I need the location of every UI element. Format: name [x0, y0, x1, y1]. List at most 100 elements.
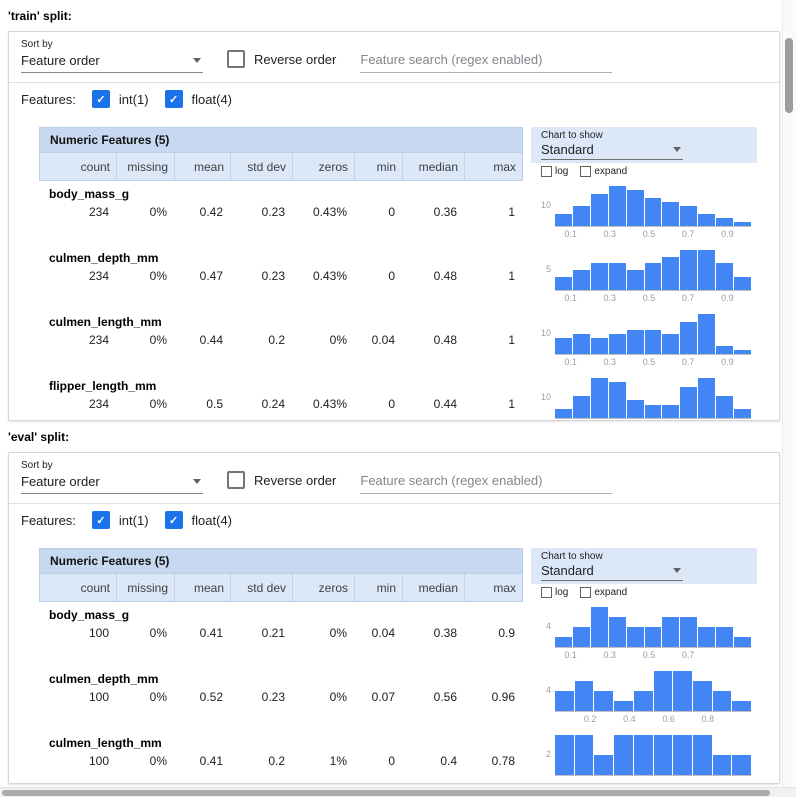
stat-value: 0.48: [433, 333, 457, 347]
reverse-order-checkbox[interactable]: Reverse order: [227, 471, 336, 494]
chart-type-dropdown[interactable]: Standard: [541, 141, 683, 160]
histogram-bar: [555, 214, 572, 226]
filter-int-checkbox[interactable]: int(1): [91, 511, 149, 529]
histogram-bar: [572, 334, 590, 354]
histogram-bar: [594, 755, 614, 775]
histogram-bars: [555, 604, 751, 648]
sort-by-dropdown[interactable]: Feature order: [21, 471, 203, 494]
log-checkbox[interactable]: log: [541, 166, 568, 177]
stat-value: 0.2: [268, 333, 285, 347]
feature-values: 234 0% 0.44 0.2 0% 0.04 0.48 1: [39, 333, 523, 347]
feature-name: culmen_depth_mm: [49, 251, 159, 265]
histogram-bar: [732, 755, 752, 775]
histogram-bar: [574, 681, 594, 711]
histogram-bar: [662, 334, 680, 354]
feature-name: body_mass_g: [49, 187, 130, 201]
histogram-bar: [644, 330, 662, 354]
chart-to-show-controls: Chart to show Standard: [531, 127, 757, 163]
sort-by-label: Sort by: [21, 39, 53, 50]
train-split-section: 'train' split: Sort by Feature order Rev…: [0, 0, 796, 421]
stats-header: Numeric Features (5) count missing mean std…: [39, 548, 523, 602]
column-header: std dev: [230, 574, 292, 601]
expand-label: expand: [594, 587, 628, 598]
scrollbar-thumb[interactable]: [2, 790, 770, 796]
expand-checkbox[interactable]: expand: [580, 166, 627, 177]
histogram-chart: 10: [531, 311, 759, 355]
histogram-bar: [680, 387, 698, 418]
stat-value: 1: [508, 269, 515, 283]
stat-value: 234: [88, 269, 109, 283]
histogram-bar: [555, 409, 572, 418]
numeric-features-table: Numeric Features (5) count missing mean std…: [39, 127, 779, 420]
features-label: Features:: [21, 91, 76, 107]
x-axis-tick: 0.3: [603, 650, 617, 660]
histogram-bar: [698, 250, 716, 290]
chevron-down-icon: [193, 479, 201, 484]
stat-value: 0%: [149, 205, 167, 219]
y-axis-tick: 4: [545, 685, 551, 695]
filter-float-label: float(4): [191, 91, 233, 107]
chart-type-dropdown[interactable]: Standard: [541, 562, 683, 581]
chart-to-show-label: Chart to show: [541, 130, 603, 141]
feature-stats-row: culmen_depth_mm 100 0% 0.52 0.23 0% 0.07 0.56 0.…: [39, 666, 523, 730]
x-axis-tick: 0.1: [564, 357, 577, 367]
feature-stats-row: culmen_length_mm 100 0% 0.41 0.2 1% 0 0.4 0.78: [39, 730, 523, 783]
histogram-bars: [555, 183, 751, 227]
histogram-bar: [716, 396, 734, 418]
reverse-order-label: Reverse order: [254, 51, 337, 67]
vertical-scrollbar[interactable]: [782, 0, 796, 787]
feature-search-input[interactable]: [360, 49, 613, 73]
features-label: Features:: [21, 512, 76, 528]
stat-value: 0.43%: [312, 397, 347, 411]
stat-value: 0.24: [261, 397, 285, 411]
stat-value: 0.04: [371, 333, 395, 347]
sort-by-dropdown[interactable]: Feature order: [21, 50, 203, 73]
stat-value: 0%: [329, 626, 347, 640]
histogram-bar: [626, 270, 644, 290]
stat-value: 0.41: [199, 626, 223, 640]
feature-values: 234 0% 0.5 0.24 0.43% 0 0.44 1: [39, 397, 523, 411]
feature-values: 100 0% 0.41 0.2 1% 0 0.4 0.78: [39, 754, 523, 768]
expand-checkbox[interactable]: expand: [580, 587, 627, 598]
stat-value: 0: [388, 397, 395, 411]
stat-value: 0: [388, 205, 395, 219]
divider: [9, 82, 779, 83]
stat-value: 0.44: [433, 397, 457, 411]
stat-value: 0%: [149, 626, 167, 640]
histogram-bar: [644, 198, 662, 226]
reverse-order-checkbox[interactable]: Reverse order: [227, 50, 336, 73]
horizontal-scrollbar[interactable]: [0, 787, 796, 797]
histogram-bar: [698, 314, 716, 354]
stat-value: 0%: [149, 333, 167, 347]
log-checkbox[interactable]: log: [541, 587, 568, 598]
feature-chart-cell: 2: [523, 730, 759, 783]
histogram-bar: [716, 346, 734, 354]
feature-name: body_mass_g: [49, 608, 130, 622]
histogram-bar: [608, 186, 626, 226]
histogram-bar: [698, 627, 716, 647]
stats-header: Numeric Features (5) count missing mean std…: [39, 127, 523, 181]
scrollbar-thumb[interactable]: [785, 38, 793, 113]
table-header: Numeric Features (5) count missing mean std…: [39, 127, 779, 181]
column-header: zeros: [292, 574, 354, 601]
histogram-bar: [608, 382, 626, 418]
histogram-bar: [633, 735, 653, 775]
stat-value: 0.48: [433, 269, 457, 283]
filter-int-checkbox[interactable]: int(1): [91, 90, 149, 108]
chart-option-checkboxes: log expand: [531, 163, 759, 177]
column-header: max: [464, 153, 522, 180]
feature-search-input[interactable]: [360, 470, 613, 494]
x-axis-ticks: 0.1 0.3 0.5 0.7 0.9: [551, 227, 747, 239]
histogram-bar: [608, 334, 626, 354]
feature-rows: body_mass_g 100 0% 0.41 0.21 0% 0.04 0.38 0.9 4 0.…: [39, 602, 779, 783]
stat-value: 0.42: [199, 205, 223, 219]
x-axis-tick: 0.7: [681, 229, 695, 239]
chart-type-value: Standard: [541, 142, 594, 157]
filter-float-checkbox[interactable]: float(4): [164, 90, 233, 108]
chart-type-value: Standard: [541, 563, 594, 578]
feature-chart-cell: 10 0.1 0.3 0.5 0.7 0.9: [523, 181, 759, 245]
checkbox-unchecked-icon: [541, 166, 552, 177]
histogram-bar: [734, 277, 751, 290]
histogram-chart: 10: [531, 375, 759, 419]
filter-float-checkbox[interactable]: float(4): [164, 511, 232, 529]
